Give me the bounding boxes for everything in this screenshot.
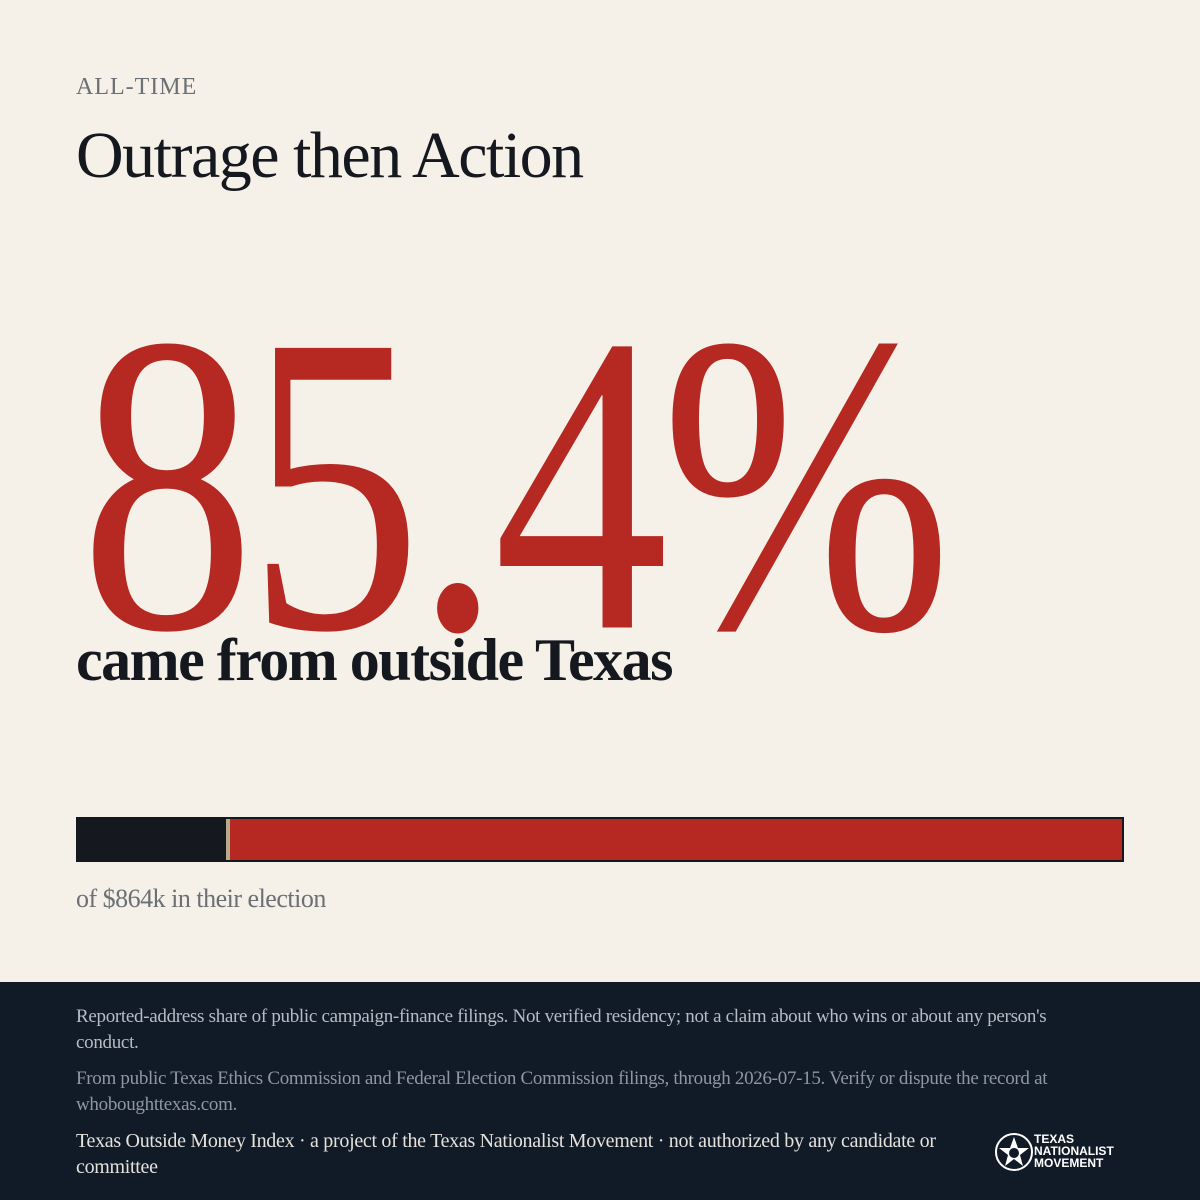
footer: Reported-address share of public campaig… xyxy=(0,982,1200,1200)
stat: 85.4% xyxy=(80,246,952,721)
logo-line: TEXAS xyxy=(1034,1132,1075,1146)
disclaimer: Reported-address share of public campaig… xyxy=(76,1006,1047,1053)
title: Outrage then Action xyxy=(76,119,584,192)
logo-line: MOVEMENT xyxy=(1034,1156,1104,1170)
source: From public Texas Ethics Commission and … xyxy=(76,1068,1048,1115)
logo-emblem xyxy=(995,1133,1033,1171)
logo-text: TEXAS NATIONALIST MOVEMENT xyxy=(1034,1133,1114,1169)
share-bar xyxy=(76,817,1124,862)
logo: TEXAS NATIONALIST MOVEMENT xyxy=(994,1130,1134,1174)
logo-line: NATIONALIST xyxy=(1034,1144,1114,1158)
stat-caption: came from outside Texas xyxy=(76,627,674,693)
outside-share xyxy=(226,819,1122,860)
credit: Texas Outside Money Index · a project of… xyxy=(76,1130,936,1178)
eyebrow: ALL-TIME xyxy=(76,74,198,100)
bar-caption: of $864k in their election xyxy=(76,884,326,913)
